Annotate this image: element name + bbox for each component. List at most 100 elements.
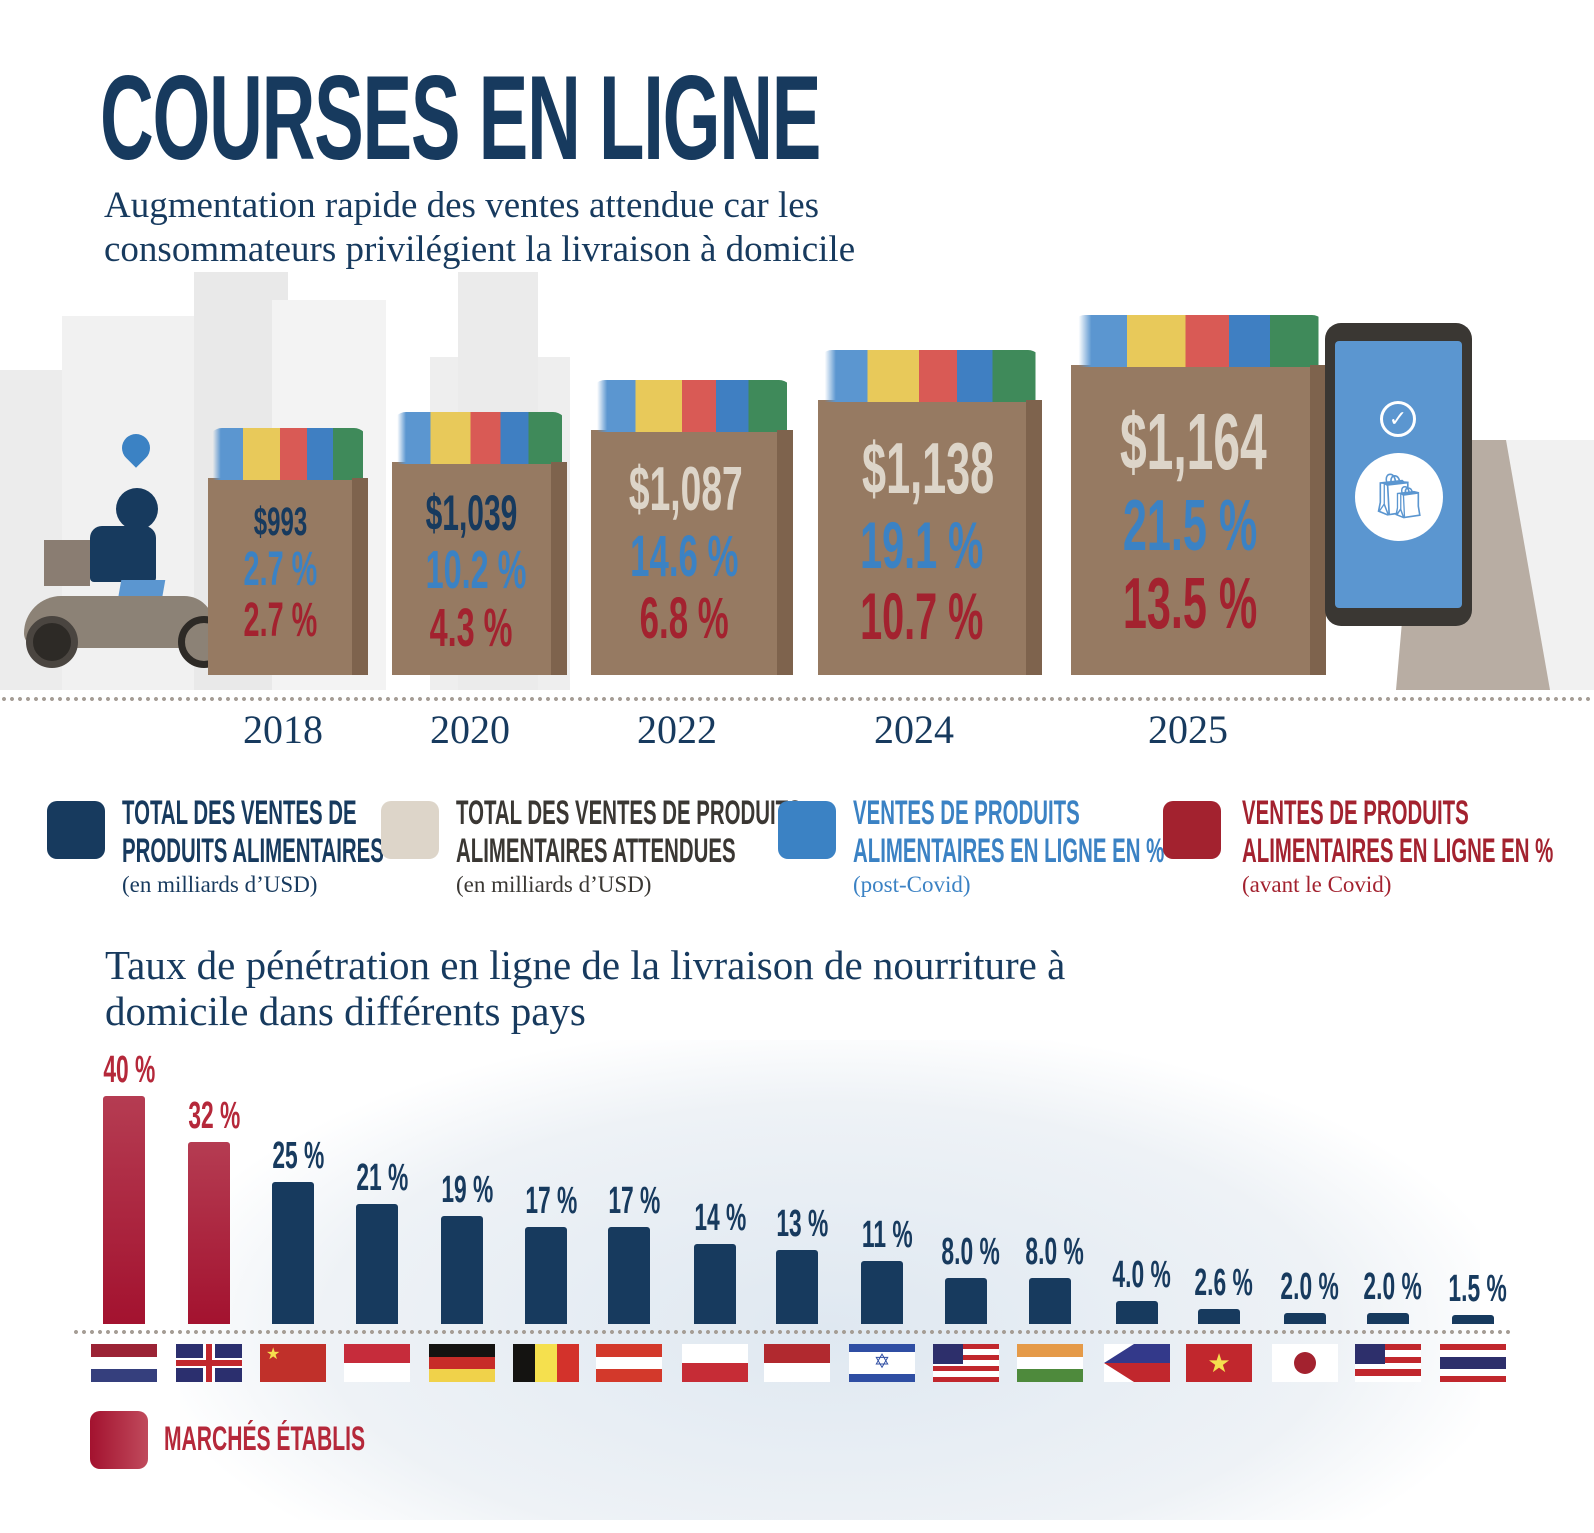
legend-line: ALIMENTAIRES EN LIGNE EN % (1242, 832, 1554, 870)
groceries-icon (591, 380, 793, 432)
bag-online-pre-covid: 6.8 % (591, 590, 777, 648)
bar-13 (1198, 1309, 1240, 1324)
bar-value-label: 40 % (89, 1050, 169, 1090)
groceries-icon (208, 428, 368, 480)
legend-label: VENTES DE PRODUITS ALIMENTAIRES EN LIGNE … (1242, 794, 1553, 870)
page-title: COURSES EN LIGNE (100, 51, 821, 185)
bar-6 (608, 1227, 650, 1324)
legend-label: TOTAL DES VENTES DE PRODUITS ALIMENTAIRES… (456, 794, 802, 870)
online-share-post-covid: 14.6 % (629, 523, 739, 589)
online-share-pre-covid: 10.7 % (860, 579, 984, 654)
legend-sublabel: (en milliards d’USD) (122, 872, 318, 897)
bar-value: 11 % (861, 1214, 913, 1257)
groceries-icon (392, 412, 567, 464)
online-share-post-covid: 10.2 % (425, 539, 527, 600)
vietnam-flag: ★ (1186, 1344, 1252, 1382)
bar-value: 8.0 % (1025, 1231, 1085, 1274)
china-flag: ★ (260, 1344, 326, 1382)
bar-value-label: 14 % (680, 1198, 760, 1238)
japan-flag (1272, 1344, 1338, 1382)
bar-4 (441, 1215, 483, 1324)
year-label: 2018 (243, 707, 323, 752)
bar-value-label: 4.0 % (1102, 1255, 1182, 1295)
bar-value-label: 19 % (427, 1170, 507, 1210)
bag-side (551, 462, 567, 675)
subtitle: Augmentation rapide des ventes attendue … (104, 184, 855, 272)
year-label: 2024 (874, 707, 954, 752)
bar-value-label: 2.0 % (1270, 1267, 1350, 1307)
online-share-pre-covid: 13.5 % (1123, 563, 1258, 644)
philippines-flag (1104, 1344, 1170, 1382)
bar-1 (188, 1141, 230, 1324)
bag-side (1310, 365, 1326, 675)
bar-value-label: 11 % (847, 1215, 927, 1255)
chart-title-line: Taux de pénétration en ligne de la livra… (105, 942, 1066, 988)
bar-7 (694, 1244, 736, 1324)
israel-flag: ✡ (849, 1344, 915, 1382)
germany-flag (429, 1344, 495, 1382)
legend-sublabel: (en milliards d’USD) (456, 872, 652, 897)
bag-online-pre-covid: 4.3 % (392, 601, 551, 655)
bar-value-label: 8.0 % (931, 1232, 1011, 1272)
bar-9 (861, 1261, 903, 1324)
bag-total: $1,164 (1071, 402, 1310, 482)
bar-3 (356, 1204, 398, 1324)
legend-line: PRODUITS ALIMENTAIRES (122, 832, 384, 870)
bag-online-post-covid: 2.7 % (208, 545, 352, 594)
bag-side (1026, 400, 1042, 675)
netherlands-flag (91, 1344, 157, 1382)
online-share-post-covid: 19.1 % (860, 508, 984, 583)
bar-5 (525, 1227, 567, 1324)
shopping-bag-icon: 🛍 (1355, 453, 1443, 541)
online-share-post-covid: 21.5 % (1123, 486, 1258, 567)
chart-baseline (72, 1330, 1512, 1334)
bar-2 (272, 1181, 314, 1324)
online-share-pre-covid: 4.3 % (430, 597, 513, 658)
total-sales-value: $1,138 (862, 429, 995, 509)
india-flag (1017, 1344, 1083, 1382)
bag-side (777, 430, 793, 675)
established-markets-swatch (90, 1411, 148, 1469)
bar-value: 2.0 % (1280, 1265, 1340, 1308)
grocery-bag-2022: $1,087 14.6 % 6.8 % (591, 380, 793, 675)
united-kingdom-flag (176, 1344, 242, 1382)
legend-line: TOTAL DES VENTES DE (122, 794, 357, 832)
bag-online-post-covid: 21.5 % (1071, 490, 1310, 562)
legend-line: VENTES DE PRODUITS (1242, 794, 1469, 832)
legend-line: TOTAL DES VENTES DE PRODUITS (456, 794, 802, 832)
austria-flag (596, 1344, 662, 1382)
bar-value-label: 25 % (258, 1136, 338, 1176)
legend-swatch (381, 801, 439, 859)
bag-total: $1,087 (591, 459, 777, 521)
checkmark-icon: ✓ (1380, 401, 1416, 437)
total-sales-value: $1,164 (1119, 397, 1267, 487)
bag-online-pre-covid: 2.7 % (208, 597, 352, 645)
legend-label: VENTES DE PRODUITS ALIMENTAIRES EN LIGNE … (853, 794, 1164, 870)
singapore-flag (344, 1344, 410, 1382)
bag-online-post-covid: 14.6 % (591, 523, 777, 589)
year-label: 2022 (637, 707, 717, 752)
bar-value: 19 % (441, 1168, 493, 1211)
bar-value: 17 % (525, 1180, 577, 1223)
bag-side (352, 478, 368, 675)
bar-value: 25 % (272, 1134, 324, 1177)
legend-line: ALIMENTAIRES ATTENDUES (456, 832, 736, 870)
bar-value-label: 21 % (342, 1158, 422, 1198)
year-label: 2020 (430, 707, 510, 752)
bar-12 (1116, 1301, 1158, 1324)
bar-value: 2.6 % (1194, 1262, 1254, 1305)
bag-online-pre-covid: 10.7 % (818, 583, 1026, 649)
bar-10 (945, 1278, 987, 1324)
legend-sublabel: (avant le Covid) (1242, 872, 1392, 897)
groceries-icon (818, 350, 1042, 402)
bar-value-label: 1.5 % (1438, 1269, 1518, 1309)
smartphone-illustration: ✓ 🛍 (1325, 323, 1472, 626)
bar-value-label: 17 % (594, 1181, 674, 1221)
bar-0 (103, 1096, 145, 1324)
legend-sublabel: (post-Covid) (853, 872, 971, 897)
bar-value: 2.0 % (1363, 1265, 1423, 1308)
usa-flag (933, 1344, 999, 1382)
bar-value: 4.0 % (1112, 1254, 1172, 1297)
legend-swatch (778, 801, 836, 859)
bag-total: $1,039 (392, 488, 551, 538)
